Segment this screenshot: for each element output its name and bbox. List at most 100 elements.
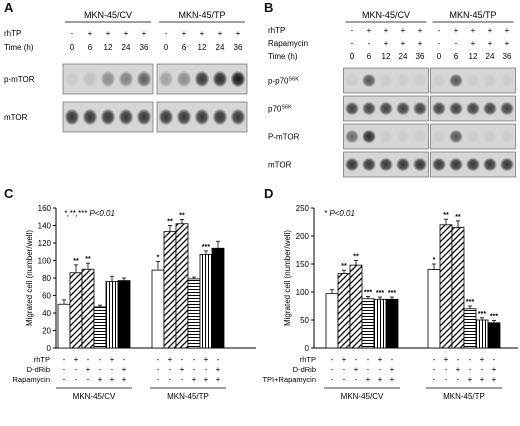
band-p70 — [431, 101, 447, 116]
group-header-mkn-45-tp: MKN-45/TP — [178, 10, 225, 20]
band-p-mtor — [100, 70, 116, 88]
condition-sign: + — [216, 365, 221, 374]
significance-note: *,**,*** P<0.01 — [64, 209, 115, 218]
row-value-time-h: 6 — [367, 52, 372, 61]
row-value-rhtp: + — [142, 29, 147, 38]
row-value-rapamycin: + — [401, 39, 406, 48]
significance-mark: *** — [466, 299, 474, 306]
condition-sign: + — [444, 355, 449, 364]
band-mtor — [118, 108, 134, 126]
condition-sign: - — [123, 355, 126, 364]
condition-sign: + — [480, 375, 485, 384]
condition-sign: - — [99, 355, 102, 364]
band-mtor — [378, 157, 394, 172]
band-p-mtor — [158, 70, 174, 88]
blot-label-p-p70: p-p70S6K — [268, 77, 299, 86]
condition-sign: - — [445, 365, 448, 374]
band-p-mtor — [176, 70, 192, 88]
condition-sign: - — [367, 355, 370, 364]
significance-mark: *** — [364, 289, 372, 296]
row-value-time-h: 36 — [234, 43, 243, 52]
significance-mark: ** — [167, 219, 173, 226]
condition-sign: - — [193, 365, 196, 374]
condition-sign: + — [168, 355, 173, 364]
band-p-p70 — [482, 73, 498, 88]
significance-mark: ** — [73, 258, 79, 265]
band-mtor — [431, 157, 447, 172]
condition-sign: - — [205, 365, 208, 374]
significance-mark: *** — [388, 290, 396, 297]
y-axis-label: Migrated cell (number/well) — [283, 230, 292, 326]
band-mtor — [361, 157, 377, 172]
panel-c-label: C — [4, 186, 14, 201]
blot-label-p70: p70S6K — [268, 105, 292, 114]
band-mtor — [344, 157, 360, 172]
condition-sign: - — [181, 375, 184, 384]
group-label-mkn-45-tp: MKN-45/TP — [167, 392, 209, 401]
condition-sign: + — [378, 355, 383, 364]
condition-sign: + — [354, 365, 359, 374]
band-mtor — [176, 108, 192, 126]
row-label-rhtp: rhTP — [268, 26, 285, 35]
significance-mark: ** — [85, 256, 91, 263]
row-value-time-h: 12 — [104, 43, 113, 52]
band-p70 — [361, 101, 377, 116]
row-value-time-h: 0 — [70, 43, 75, 52]
band-mtor — [64, 108, 80, 126]
bar-mkn-45-tp-4 — [199, 253, 213, 349]
row-value-rapamycin: + — [471, 39, 476, 48]
y-tick-label: 50 — [300, 316, 309, 325]
y-tick-label: 100 — [296, 288, 310, 297]
bar-mkn-45-tp-3 — [187, 278, 201, 349]
significance-mark: *** — [202, 244, 210, 251]
band-p-p70 — [412, 73, 428, 88]
row-value-time-h: 12 — [198, 43, 207, 52]
row-value-time-h: 36 — [416, 52, 425, 61]
significance-mark: *** — [490, 314, 498, 321]
group-label-mkn-45-tp: MKN-45/TP — [443, 392, 485, 401]
condition-sign: + — [98, 375, 103, 384]
band-p-mtor — [82, 70, 98, 88]
band-p-p70 — [448, 73, 464, 88]
bar-mkn-45-tp-5 — [211, 247, 225, 349]
band-mtor — [395, 157, 411, 172]
panel-d-label: D — [264, 186, 274, 201]
condition-sign: - — [445, 375, 448, 384]
condition-sign: + — [342, 355, 347, 364]
y-tick-label: 160 — [38, 204, 52, 213]
condition-sign: - — [355, 375, 358, 384]
condition-sign: - — [343, 375, 346, 384]
row-value-rhtp: - — [71, 29, 74, 38]
bar-mkn-45-cv-4 — [373, 298, 387, 349]
significance-mark: ** — [341, 263, 347, 270]
condition-sign: - — [469, 365, 472, 374]
band-p-mtor — [212, 70, 228, 88]
row-label-time-h: Time (h) — [4, 43, 34, 52]
blot-label-mtor: mTOR — [4, 113, 28, 122]
band-p-mtor — [194, 70, 210, 88]
condition-sign: - — [367, 365, 370, 374]
panel-a-label: A — [4, 0, 14, 15]
blot-label-p-mtor: p-mTOR — [4, 75, 35, 84]
row-value-time-h: 24 — [486, 52, 495, 61]
row-value-rhtp: + — [418, 26, 423, 35]
bar-mkn-45-cv-0 — [57, 303, 71, 349]
band-mtor — [465, 157, 481, 172]
bar-mkn-45-cv-2 — [81, 268, 95, 349]
row-value-rhtp: - — [351, 26, 354, 35]
band-p-p70 — [361, 73, 377, 88]
significance-mark: ** — [179, 212, 185, 219]
condition-sign: + — [456, 365, 461, 374]
bar-mkn-45-tp-4 — [475, 319, 489, 349]
band-p70 — [465, 101, 481, 116]
band-p-mtor — [431, 129, 447, 144]
bar-mkn-45-tp-0 — [427, 269, 441, 349]
condition-sign: - — [433, 375, 436, 384]
condition-sign: - — [331, 355, 334, 364]
row-value-time-h: 24 — [122, 43, 131, 52]
condition-sign: - — [493, 355, 496, 364]
condition-sign: + — [492, 375, 497, 384]
row-value-rapamycin: - — [351, 39, 354, 48]
condition-sign: - — [157, 375, 160, 384]
y-tick-label: 100 — [38, 257, 52, 266]
